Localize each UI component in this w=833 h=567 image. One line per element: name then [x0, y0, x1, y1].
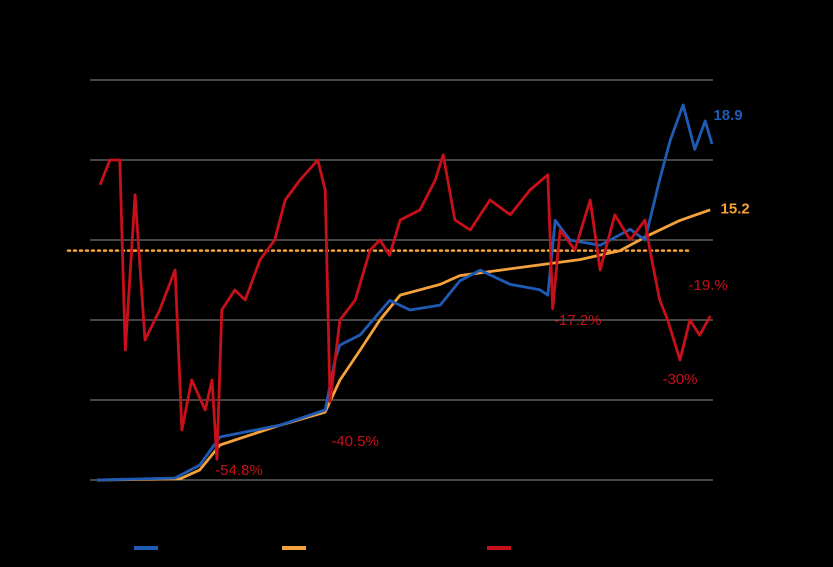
data-label: -19.% [689, 277, 728, 294]
series-line [96, 208, 711, 482]
y2-tick-label: 0 [753, 231, 761, 248]
data-label: -40.5% [331, 433, 379, 450]
data-label: 15.2 [721, 201, 750, 218]
data-label: -17.2% [554, 312, 602, 329]
y2-tick-label: -60 [753, 471, 775, 488]
y2-tick-label: 20 [753, 151, 770, 168]
series-line [98, 153, 712, 461]
data-label: -30% [663, 371, 698, 388]
data-label: 18.9 [713, 107, 742, 124]
y2-tick-label: -40 [753, 391, 775, 408]
y2-tick-label: 40 [753, 71, 770, 88]
series-line [96, 103, 714, 482]
y2-tick-label: -20 [753, 311, 775, 328]
data-label: -54.8% [215, 462, 263, 479]
